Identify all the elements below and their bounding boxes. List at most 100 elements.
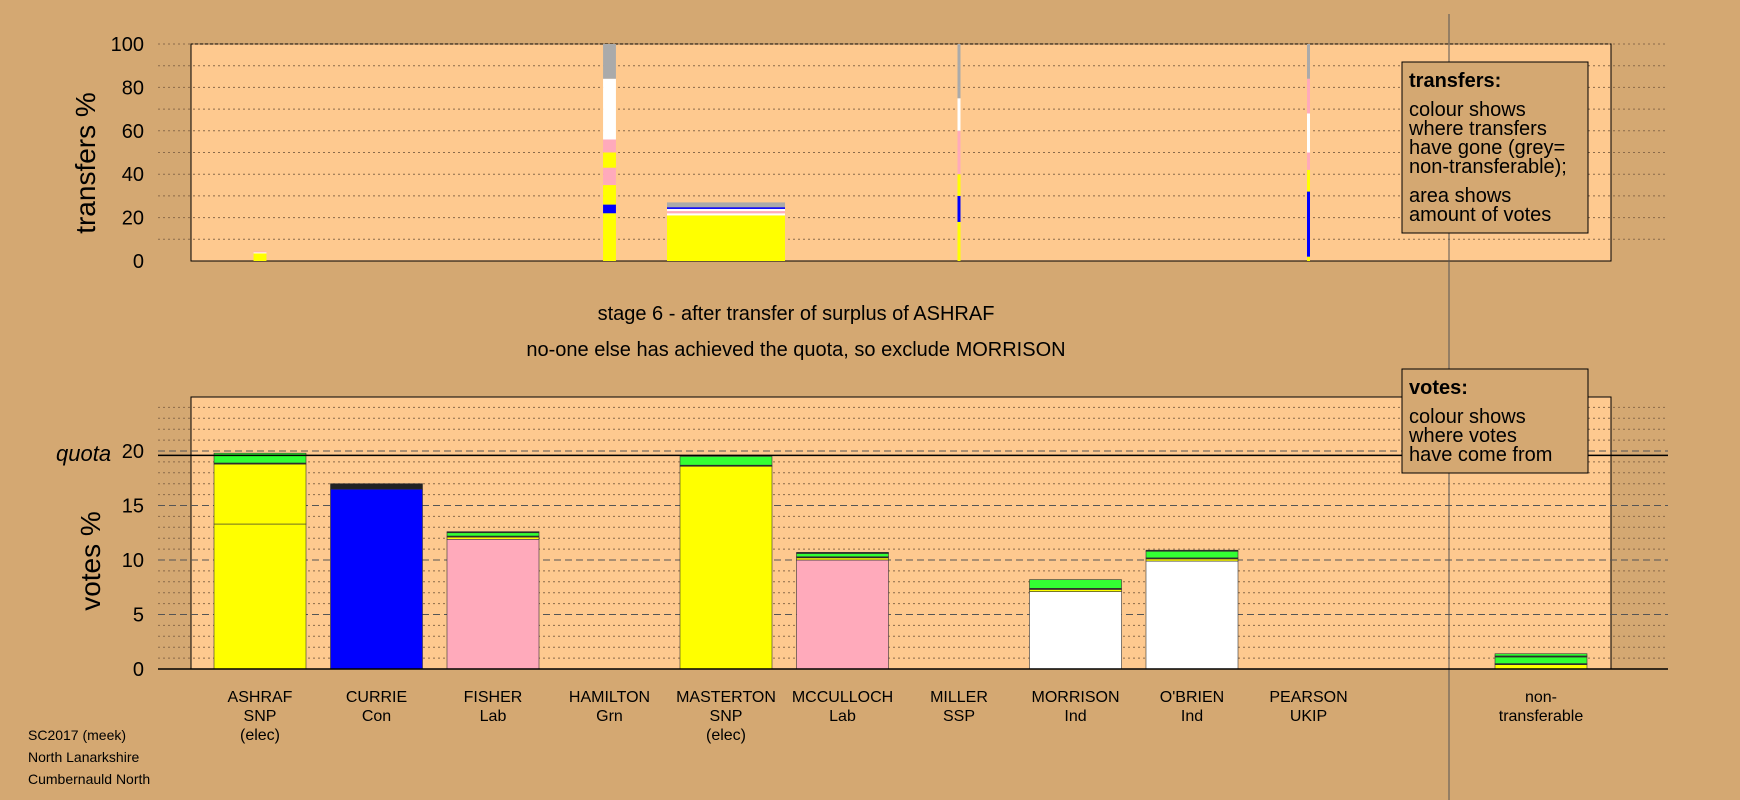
transfer-bar-segment [603, 213, 616, 261]
transfers-tick-label: 100 [111, 34, 144, 56]
transfers-tick-label: 0 [133, 251, 144, 273]
transfers-legend-line: where transfers [1408, 118, 1547, 140]
transfer-bar-segment [253, 252, 267, 254]
vote-bar-segment [213, 523, 307, 670]
candidate-name-label: non- [1525, 689, 1557, 706]
vote-bar-segment [1494, 656, 1588, 664]
transfer-bar-segment [603, 167, 616, 186]
candidate-party-label: Lab [480, 708, 507, 725]
votes-y-axis-title: votes % [75, 511, 106, 611]
vote-bar-segment [446, 532, 540, 537]
candidate-name-label: MILLER [930, 689, 988, 706]
vote-bar-segment [446, 536, 540, 540]
candidate-name-label: MCCULLOCH [792, 689, 893, 706]
candidate-name-label: MORRISON [1032, 689, 1120, 706]
vote-bar-segment [1145, 550, 1239, 559]
transfer-bar-segment [253, 253, 267, 261]
footer-election: SC2017 (meek) [28, 727, 126, 743]
transfers-legend-line: amount of votes [1409, 204, 1551, 226]
votes-legend-box [1401, 368, 1589, 474]
vote-bar-segment [1145, 560, 1239, 670]
votes-tick-label: 15 [122, 496, 144, 518]
votes-tick-label: 5 [133, 605, 144, 627]
transfer-bar-segment [603, 78, 616, 140]
candidate-party-label: SNP [244, 708, 277, 725]
vote-bar-segment [1145, 558, 1239, 562]
transfer-bar-segment [253, 251, 267, 253]
candidate-name-label: CURRIE [346, 689, 407, 706]
transfers-legend-line: non-transferable); [1409, 156, 1567, 178]
transfer-bar-segment [603, 185, 616, 205]
transfer-bars [253, 44, 1310, 261]
candidate-name-label: ASHRAF [228, 689, 293, 706]
candidate-party-label: UKIP [1290, 708, 1327, 725]
vote-bar-segment [796, 553, 889, 558]
candidate-party-label: Lab [829, 708, 856, 725]
vote-bar-segment [446, 538, 540, 670]
transfers-legend-heading: transfers: [1409, 70, 1501, 92]
footer-council: North Lanarkshire [28, 749, 139, 765]
candidate-name-label: HAMILTON [569, 689, 650, 706]
transfers-y-axis-title: transfers % [70, 92, 101, 234]
transfer-bar-segment [603, 139, 616, 153]
transfers-y-ticks: 0 20 40 60 80 100 [111, 34, 144, 273]
candidate-party-label: Ind [1064, 708, 1086, 725]
transfer-bar-segment [667, 215, 785, 261]
candidate-party-label: Con [362, 708, 391, 725]
transfers-legend: transfers: colour shows where transfers … [1401, 61, 1589, 234]
transfer-bar-segment [1307, 191, 1310, 257]
transfer-bar-segment [1307, 78, 1310, 114]
votes-tick-label: 10 [122, 550, 144, 572]
transfers-tick-label: 20 [122, 208, 144, 230]
transfer-bar-segment [667, 207, 785, 209]
candidate-note-label: (elec) [706, 727, 746, 744]
vote-bar-segment [213, 452, 307, 464]
transfer-bar-segment [1307, 152, 1310, 170]
action-caption: no-one else has achieved the quota, so e… [526, 339, 1065, 361]
transfers-legend-line: have gone (grey= [1409, 137, 1565, 159]
votes-legend-line: where votes [1408, 425, 1517, 447]
vote-bar-segment [796, 552, 889, 554]
transfer-bar-segment [667, 211, 785, 214]
transfer-bar-segment [1307, 44, 1310, 79]
candidate-party-label: SSP [943, 708, 975, 725]
transfers-tick-label: 80 [122, 77, 144, 99]
vote-bar-segment [796, 559, 889, 670]
candidate-party-label: Ind [1181, 708, 1203, 725]
transfer-bar-segment [1307, 256, 1310, 261]
transfers-gridlines [158, 43, 1668, 240]
vote-bar-segment [679, 465, 773, 670]
votes-legend-line: colour shows [1409, 406, 1526, 428]
candidate-party-label: Grn [596, 708, 623, 725]
vote-bar-segment [1029, 591, 1122, 670]
vote-bar-segment [213, 463, 307, 525]
transfer-bar-segment [957, 221, 961, 261]
transfer-bar-segment [957, 195, 961, 222]
transfer-bar-segment [667, 213, 785, 216]
stage-caption: stage 6 - after transfer of surplus of A… [598, 303, 995, 325]
votes-tick-label: 20 [122, 441, 144, 463]
vote-bar-segment [679, 456, 773, 466]
transfers-legend-line: colour shows [1409, 99, 1526, 121]
transfers-legend-box [1401, 61, 1589, 234]
transfer-bar-segment [957, 130, 961, 175]
transfer-bar-segment [957, 44, 961, 99]
votes-legend-line: have come from [1409, 444, 1552, 466]
vote-bars [213, 452, 1588, 670]
transfer-bar-segment [667, 202, 785, 208]
transfer-bar-segment [603, 152, 616, 168]
vote-bar-segment [1029, 589, 1122, 592]
transfers-legend-line: area shows [1409, 185, 1511, 207]
vote-bar-segment [796, 557, 889, 561]
candidate-name-label: O'BRIEN [1160, 689, 1224, 706]
footer-ward: Cumbernauld North [28, 771, 150, 787]
votes-y-ticks: 0 5 10 15 20 [122, 441, 144, 681]
transfer-bar-segment [957, 98, 961, 131]
candidate-party-label: transferable [1499, 708, 1584, 725]
vote-bar-segment [446, 531, 540, 534]
candidate-name-label: MASTERTON [676, 689, 776, 706]
transfer-bar-segment [1307, 169, 1310, 192]
candidate-name-label: PEARSON [1269, 689, 1347, 706]
vote-bar-segment [1029, 579, 1122, 589]
